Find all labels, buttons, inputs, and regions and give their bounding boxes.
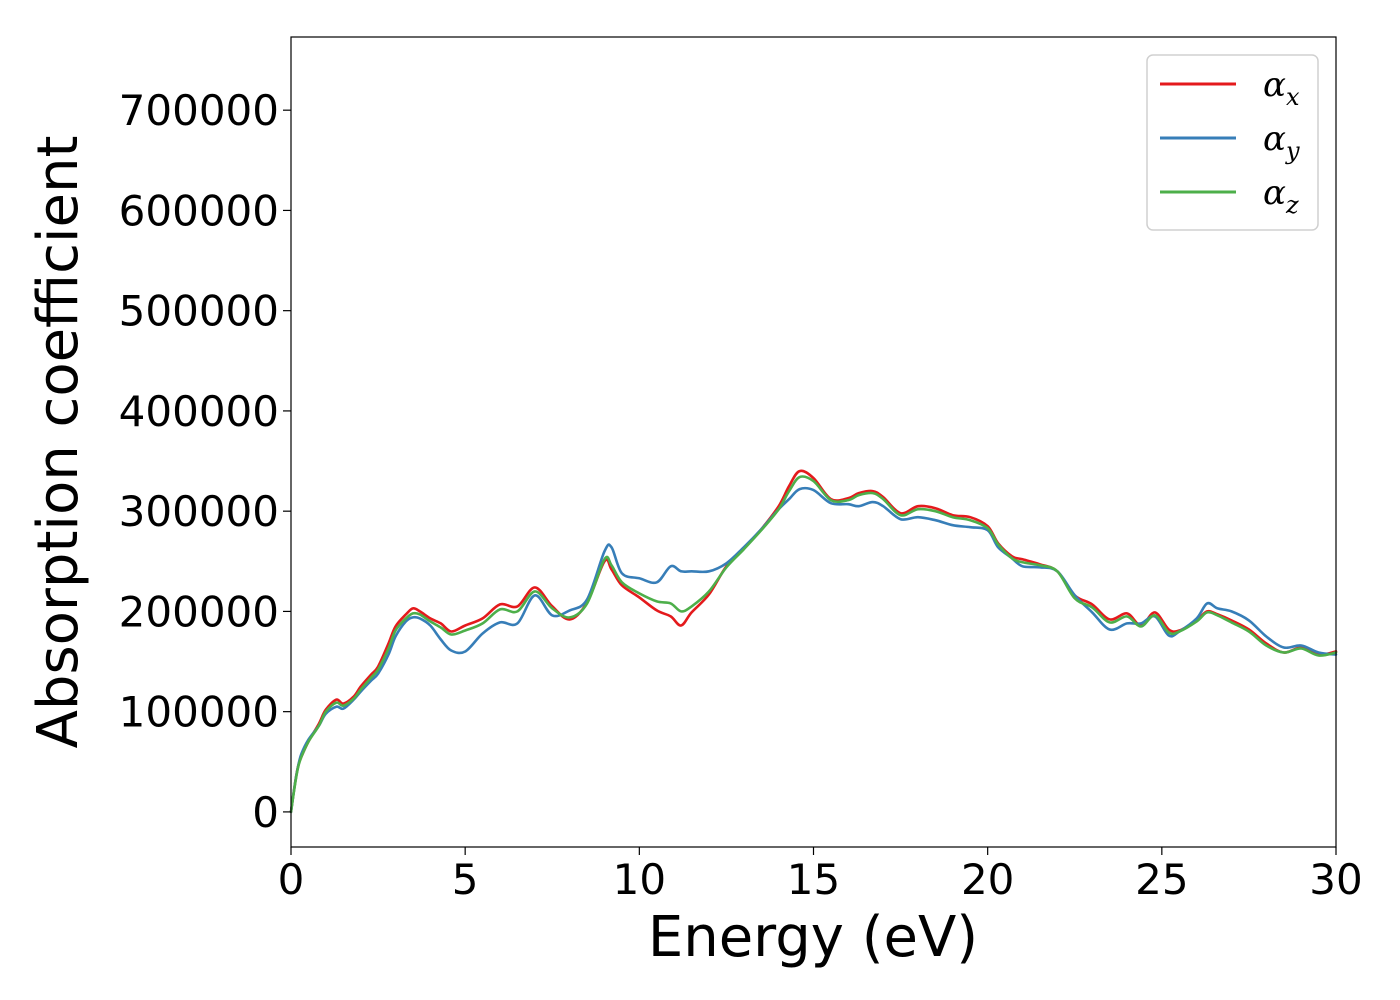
x-tick-label: 5 [452, 855, 479, 904]
x-tick-label: 30 [1309, 855, 1362, 904]
x-tick-label: 25 [1135, 855, 1188, 904]
x-axis: 0 5 10 15 20 25 30 [278, 847, 1363, 904]
x-tick-label: 15 [787, 855, 840, 904]
y-tick-label: 300000 [119, 487, 279, 536]
series-line-z [289, 475, 1338, 814]
y-tick-label: 700000 [119, 86, 279, 135]
y-axis: 0 100000 200000 300000 400000 500000 600000 700… [119, 86, 291, 837]
x-axis-label: Energy (eV) [648, 905, 978, 970]
series-line-y [289, 486, 1338, 814]
series-layer [289, 469, 1338, 814]
x-tick-label: 0 [278, 855, 305, 904]
y-tick-label: 600000 [119, 186, 279, 235]
y-tick-label: 200000 [119, 587, 279, 636]
y-tick-label: 0 [252, 788, 279, 837]
y-tick-label: 100000 [119, 688, 279, 737]
x-tick-label: 10 [613, 855, 666, 904]
y-tick-label: 400000 [119, 387, 279, 436]
y-tick-label: 500000 [119, 287, 279, 336]
legend-box [1146, 54, 1319, 231]
x-tick-label: 20 [961, 855, 1014, 904]
y-axis-label: Absorption coefficient [26, 136, 91, 749]
legend-label-y: αy [1263, 119, 1300, 165]
